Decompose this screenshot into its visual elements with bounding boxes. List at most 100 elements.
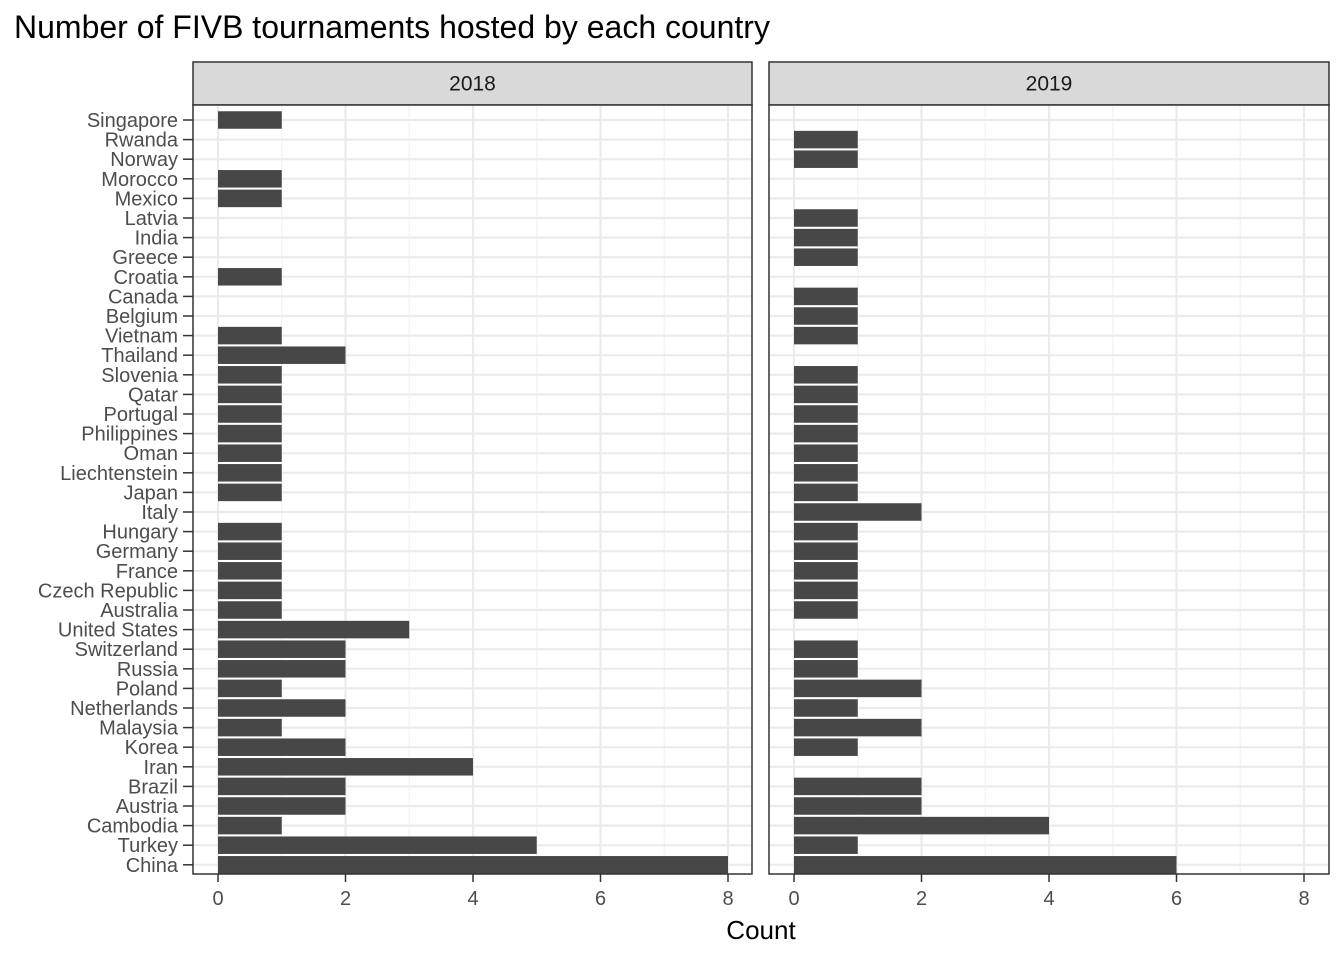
y-tick-label: Italy: [141, 502, 178, 524]
x-tick-label: 8: [1298, 888, 1309, 910]
bar: [794, 562, 858, 580]
bar: [794, 307, 858, 325]
y-tick-label: Portugal: [104, 404, 179, 426]
y-tick-label: Thailand: [101, 345, 178, 367]
y-tick-label: Croatia: [114, 267, 179, 289]
y-tick-label: Singapore: [87, 110, 178, 132]
facet-strip-label: 2018: [449, 73, 496, 96]
y-tick-label: United States: [58, 620, 178, 642]
x-tick-label: 4: [467, 888, 478, 910]
bar: [794, 424, 858, 443]
bar: [218, 699, 346, 717]
bar: [218, 797, 346, 815]
y-tick-label: Japan: [124, 482, 179, 504]
facet-strip-label: 2019: [1026, 73, 1073, 96]
bar: [218, 268, 282, 286]
bar: [218, 405, 282, 423]
bar: [218, 718, 282, 737]
x-tick-label: 6: [1171, 888, 1182, 910]
bar: [218, 738, 346, 756]
bar: [218, 170, 282, 188]
y-tick-label: Philippines: [81, 424, 178, 446]
bar: [794, 366, 858, 384]
y-tick-label: Cambodia: [87, 816, 179, 838]
bar: [794, 326, 858, 345]
bar: [794, 797, 922, 815]
bar: [794, 248, 858, 266]
y-tick-label: Liechtenstein: [60, 463, 178, 485]
bar: [794, 679, 922, 698]
y-tick-label: China: [126, 855, 179, 877]
x-axis-title: Count: [726, 915, 796, 945]
bar: [218, 758, 473, 776]
bar: [218, 385, 282, 404]
y-tick-label: Netherlands: [70, 698, 178, 720]
y-tick-label: Belgium: [106, 306, 178, 328]
y-tick-label: Korea: [125, 737, 179, 759]
bar: [218, 816, 282, 835]
bar: [794, 405, 858, 423]
bar: [794, 483, 858, 502]
y-tick-label: Czech Republic: [38, 580, 178, 602]
y-tick-label: Poland: [116, 678, 178, 700]
facet-panels: 2018 0 2 4 6 8 2019 0 2 4 6 8: [192, 61, 1330, 910]
bar: [218, 111, 282, 129]
y-tick-label: Austria: [116, 796, 179, 818]
y-tick-label: Mexico: [115, 188, 178, 210]
bar: [218, 346, 346, 364]
bar: [794, 856, 1177, 874]
bar: [218, 856, 728, 874]
y-tick-label: Iran: [144, 757, 178, 779]
bar: [218, 620, 410, 639]
bar: [218, 464, 282, 482]
bar: [218, 483, 282, 502]
bar: [218, 326, 282, 345]
bar: [218, 601, 282, 619]
y-tick-label: India: [135, 228, 179, 250]
x-tick-label: 2: [916, 888, 927, 910]
y-tick-label: Germany: [96, 541, 178, 563]
bar: [794, 640, 858, 658]
bar: [794, 699, 858, 717]
y-tick-label: Brazil: [128, 776, 178, 798]
bar: [218, 424, 282, 443]
bar: [218, 444, 282, 462]
bar: [794, 503, 922, 521]
bar: [794, 150, 858, 168]
bar: [794, 777, 922, 796]
y-axis: SingaporeRwandaNorwayMoroccoMexicoLatvia…: [38, 110, 193, 877]
y-tick-label: Switzerland: [75, 639, 178, 661]
y-tick-label: Hungary: [102, 522, 178, 544]
y-tick-label: Australia: [100, 600, 179, 622]
bar: [218, 542, 282, 560]
y-tick-label: Slovenia: [101, 365, 179, 387]
bar: [794, 385, 858, 404]
bar: [794, 522, 858, 541]
facet-strip: [192, 61, 753, 106]
y-tick-label: Greece: [112, 247, 178, 269]
panel-2019: 2019 0 2 4 6 8: [768, 61, 1330, 910]
bar: [794, 130, 858, 149]
bar: [794, 601, 858, 619]
bar: [218, 640, 346, 658]
bar: [794, 738, 858, 756]
y-tick-label: France: [116, 561, 178, 583]
y-tick-label: Canada: [108, 286, 179, 308]
chart-title: Number of FIVB tournaments hosted by eac…: [14, 9, 770, 45]
x-tick-label: 4: [1043, 888, 1054, 910]
bar: [794, 464, 858, 482]
bar: [218, 189, 282, 208]
y-tick-label: Vietnam: [105, 326, 178, 348]
x-tick-label: 8: [722, 888, 733, 910]
bar: [218, 366, 282, 384]
bar: [218, 679, 282, 698]
bar: [218, 562, 282, 580]
x-tick-label: 2: [340, 888, 351, 910]
y-tick-label: Morocco: [101, 169, 178, 191]
bar: [794, 816, 1049, 835]
panel-2018: 2018 0 2 4 6 8: [192, 61, 753, 910]
bar: [218, 522, 282, 541]
bar: [218, 660, 346, 678]
y-tick-label: Latvia: [125, 208, 179, 230]
